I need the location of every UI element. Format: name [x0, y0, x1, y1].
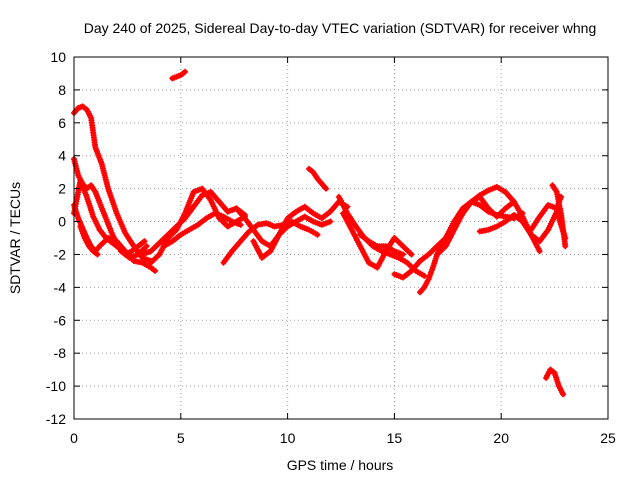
x-tick-label: 10 [280, 430, 296, 446]
y-tick-label: 2 [58, 181, 66, 197]
y-tick-label: -2 [54, 246, 67, 262]
series-arc-9 [160, 210, 244, 250]
x-tick-label: 25 [600, 430, 616, 446]
series-markers [543, 366, 567, 398]
series-arc-23 [543, 366, 567, 398]
series-arc-22 [549, 182, 569, 250]
data-series [71, 68, 569, 398]
x-axis-label: GPS time / hours [287, 457, 394, 473]
series-markers [357, 231, 406, 258]
plot-frame [73, 56, 609, 420]
y-tick-label: -10 [46, 378, 66, 394]
x-tick-label: 5 [177, 430, 185, 446]
y-tick-label: -4 [54, 279, 67, 295]
y-tick-label: 8 [58, 82, 66, 98]
grid [74, 57, 608, 419]
y-tick-label: -8 [54, 345, 67, 361]
series-arc-12 [250, 213, 334, 261]
series-markers [306, 165, 330, 192]
series-arc-15 [340, 210, 415, 271]
series-markers [77, 223, 101, 258]
x-tick-label: 20 [493, 430, 509, 446]
x-tick-label: 15 [387, 430, 403, 446]
series-markers [250, 213, 334, 261]
series-arc-16 [357, 231, 406, 258]
y-axis-label: SDTVAR / TECUs [7, 182, 23, 294]
series-arc-6 [77, 223, 101, 258]
y-tick-label: 4 [58, 148, 66, 164]
series-arc-13 [306, 165, 330, 192]
y-tick-label: -6 [54, 312, 67, 328]
axis-ticks: 0 5 10 15 20 25 -12 -10 -8 -6 -4 -2 0 2 4 6 8 10 [46, 49, 616, 446]
series-markers [160, 210, 244, 250]
y-tick-label: 6 [58, 115, 66, 131]
series-markers [549, 182, 569, 250]
x-tick-label: 0 [70, 430, 78, 446]
series-markers [169, 68, 189, 82]
y-tick-label: -12 [46, 411, 66, 427]
y-tick-label: 10 [50, 49, 66, 65]
chart-title: Day 240 of 2025, Sidereal Day-to-day VTE… [84, 20, 597, 36]
y-tick-label: 0 [58, 214, 66, 230]
series-markers [340, 210, 415, 271]
series-arc-2 [169, 68, 189, 82]
